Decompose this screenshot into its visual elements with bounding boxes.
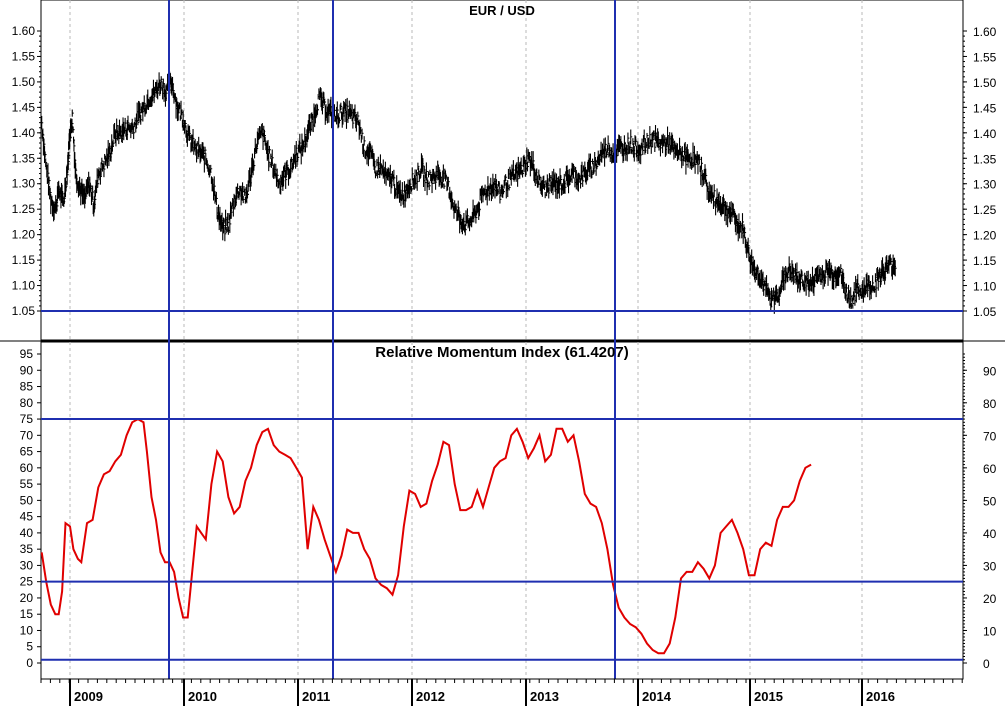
rmi-tick-label-left: 90	[20, 363, 34, 377]
rmi-tick-label-right: 70	[983, 429, 997, 443]
price-tick-label-left: 1.25	[12, 202, 36, 216]
price-tick-label-right: 1.50	[973, 76, 997, 90]
rmi-line	[40, 417, 812, 655]
x-tick-label-2012: 2012	[416, 689, 445, 704]
rmi-chart-title: Relative Momentum Index (61.4207)	[375, 344, 628, 361]
rmi-tick-label-right: 30	[983, 559, 997, 573]
price-tick-label-left: 1.40	[12, 126, 36, 140]
price-tick-label-left: 1.05	[12, 304, 36, 318]
rmi-tick-label-left: 65	[20, 445, 34, 459]
rmi-tick-label-right: 0	[983, 657, 990, 671]
x-tick-label-2016: 2016	[866, 689, 895, 704]
price-tick-label-left: 1.15	[12, 253, 36, 267]
rmi-tick-label-left: 40	[20, 526, 34, 540]
rmi-tick-label-left: 30	[20, 558, 34, 572]
price-tick-label-right: 1.25	[973, 203, 997, 217]
price-tick-label-left: 1.60	[12, 24, 36, 38]
price-tick-label-right: 1.40	[973, 127, 997, 141]
rmi-tick-label-left: 50	[20, 493, 34, 507]
rmi-tick-label-left: 0	[26, 656, 33, 670]
price-tick-label-right: 1.60	[973, 25, 997, 39]
price-panel-frame	[40, 0, 964, 341]
price-tick-label-right: 1.10	[973, 280, 997, 294]
x-tick-label-2009: 2009	[74, 689, 103, 704]
rmi-tick-label-left: 70	[20, 428, 34, 442]
x-tick-label-2015: 2015	[754, 689, 783, 704]
price-tick-label-left: 1.30	[12, 177, 36, 191]
rmi-tick-label-left: 75	[20, 412, 34, 426]
price-tick-label-right: 1.35	[973, 152, 997, 166]
rmi-tick-label-left: 85	[20, 380, 34, 394]
x-tick-label-2010: 2010	[188, 689, 217, 704]
rmi-tick-label-left: 10	[20, 623, 34, 637]
price-tick-label-left: 1.20	[12, 228, 36, 242]
price-tick-label-left: 1.35	[12, 151, 36, 165]
price-tick-label-left: 1.55	[12, 49, 36, 63]
price-tick-label-right: 1.30	[973, 178, 997, 192]
x-tick-label-2013: 2013	[530, 689, 559, 704]
rmi-tick-label-right: 60	[983, 462, 997, 476]
rmi-tick-label-left: 55	[20, 477, 34, 491]
price-tick-label-right: 1.55	[973, 50, 997, 64]
rmi-tick-label-right: 10	[983, 624, 997, 638]
rmi-tick-label-right: 50	[983, 494, 997, 508]
rmi-tick-label-left: 45	[20, 510, 34, 524]
price-chart-title: EUR / USD	[469, 3, 535, 18]
rmi-tick-label-right: 40	[983, 527, 997, 541]
rmi-tick-label-left: 20	[20, 591, 34, 605]
rmi-tick-label-left: 80	[20, 396, 34, 410]
price-tick-label-right: 1.20	[973, 229, 997, 243]
rmi-tick-label-left: 35	[20, 542, 34, 556]
price-tick-label-left: 1.50	[12, 75, 36, 89]
rmi-tick-label-left: 5	[26, 640, 33, 654]
x-tick-label-2014: 2014	[642, 689, 672, 704]
rmi-tick-label-left: 15	[20, 607, 34, 621]
rmi-tick-label-right: 20	[983, 592, 997, 606]
price-tick-label-left: 1.10	[12, 279, 36, 293]
rmi-tick-label-left: 95	[20, 347, 34, 361]
price-tick-label-left: 1.45	[12, 100, 36, 114]
price-tick-label-right: 1.15	[973, 254, 997, 268]
price-tick-label-right: 1.45	[973, 101, 997, 115]
x-tick-label-2011: 2011	[302, 689, 330, 704]
rmi-panel-frame	[40, 341, 964, 680]
rmi-tick-label-left: 25	[20, 575, 34, 589]
price-tick-label-right: 1.05	[973, 305, 997, 319]
rmi-tick-label-right: 90	[983, 364, 997, 378]
rmi-tick-label-right: 80	[983, 397, 997, 411]
rmi-tick-label-left: 60	[20, 461, 34, 475]
